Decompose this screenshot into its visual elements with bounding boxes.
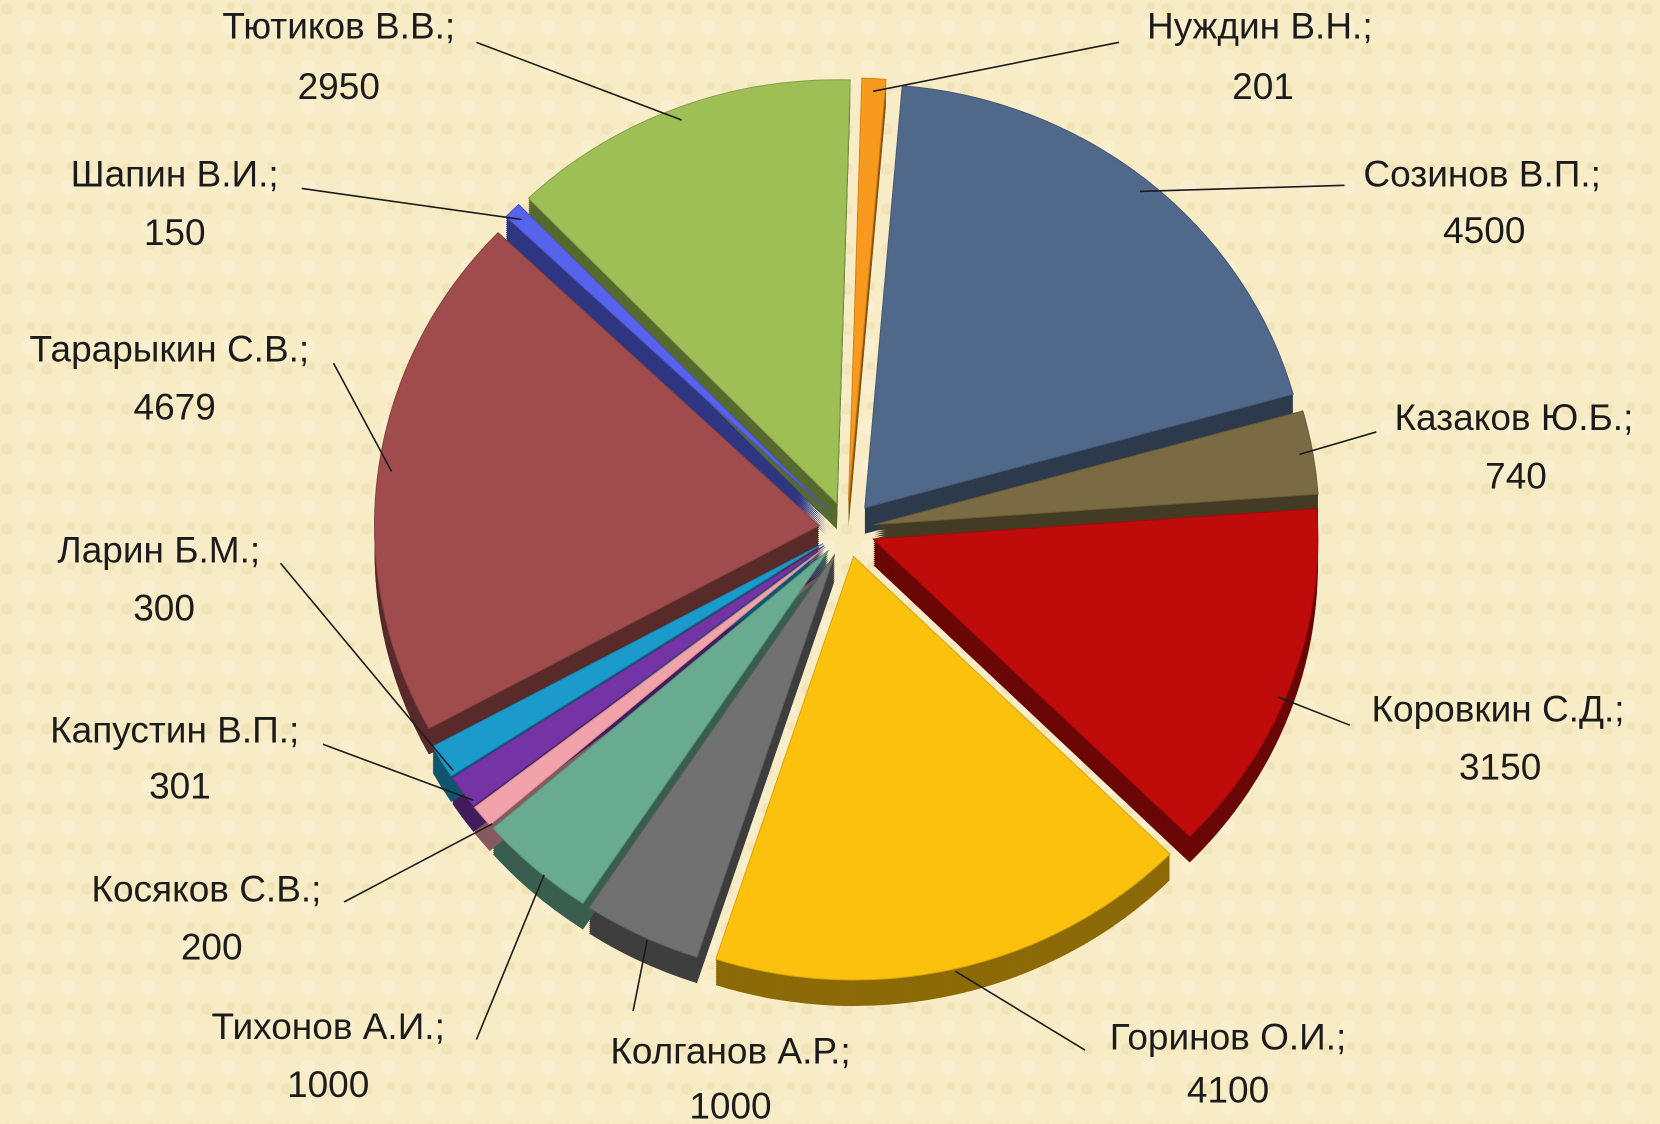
slice — [451, 545, 825, 807]
slice-side — [848, 100, 886, 524]
value-label: 2950 — [298, 66, 380, 107]
separator: ; — [435, 1006, 445, 1047]
data-label: Созинов В.П.; — [1363, 154, 1601, 195]
data-label: Горинов О.И.; — [1110, 1017, 1347, 1058]
leader-line — [301, 187, 522, 221]
value-label: 4679 — [134, 387, 216, 428]
leader-line — [332, 362, 393, 472]
data-label: Нуждин В.Н.; — [1147, 5, 1373, 46]
slice — [527, 79, 851, 505]
category-name: Тарарыкин С.В. — [30, 328, 299, 369]
separator: ; — [445, 5, 455, 46]
leader-line — [632, 939, 648, 1012]
slice — [864, 85, 1294, 509]
leader-line — [873, 41, 1120, 93]
leader-line — [476, 41, 682, 121]
separator: ; — [250, 530, 260, 571]
separator: ; — [1623, 397, 1633, 438]
separator: ; — [1336, 1017, 1346, 1058]
value-label: 301 — [149, 766, 211, 807]
separator: ; — [289, 709, 299, 750]
leader-line — [1299, 431, 1377, 456]
slice-side — [848, 88, 886, 512]
category-name: Шапин В.И. — [71, 154, 269, 195]
category-name: Колганов А.Р. — [610, 1030, 840, 1071]
category-name: Горинов О.И. — [1110, 1017, 1336, 1058]
slice-side — [848, 96, 886, 520]
leader-line — [322, 743, 474, 802]
value-label: 4100 — [1187, 1069, 1269, 1110]
separator: ; — [840, 1030, 850, 1071]
data-label: Капустин В.П.; — [50, 709, 299, 750]
category-name: Тихонов А.И. — [212, 1006, 435, 1047]
slice — [492, 550, 829, 905]
category-name: Казаков Ю.Б. — [1394, 397, 1623, 438]
slice — [874, 410, 1319, 526]
slice — [715, 555, 1171, 981]
slice — [872, 508, 1319, 838]
data-label: Тютиков В.В.; — [222, 5, 455, 46]
separator: ; — [299, 328, 309, 369]
separator: ; — [1614, 688, 1624, 729]
slice — [588, 554, 836, 958]
value-label: 1000 — [689, 1085, 771, 1124]
slice-side — [848, 86, 886, 510]
leader-line — [343, 823, 493, 903]
value-label: 1000 — [287, 1064, 369, 1105]
category-name: Капустин В.П. — [50, 709, 289, 750]
value-label: 4500 — [1443, 210, 1525, 251]
leader-line — [279, 562, 454, 772]
data-label: Коровкин С.Д.; — [1371, 688, 1624, 729]
slice-side — [848, 104, 886, 528]
data-label: Колганов А.Р.; — [610, 1030, 850, 1071]
slice — [848, 77, 887, 502]
category-name: Ларин Б.М. — [57, 530, 249, 571]
value-label: 150 — [144, 212, 206, 253]
data-label: Косяков С.В.; — [91, 868, 321, 909]
category-name: Тютиков В.В. — [222, 5, 445, 46]
slice-tops — [374, 77, 1319, 981]
data-label: Казаков Ю.Б.; — [1394, 397, 1633, 438]
data-label: Тарарыкин С.В.; — [30, 328, 310, 369]
separator: ; — [311, 868, 321, 909]
data-label: Шапин В.И.; — [71, 154, 279, 195]
slice-side — [848, 92, 886, 516]
category-name: Созинов В.П. — [1363, 154, 1590, 195]
data-label: Тихонов А.И.; — [212, 1006, 445, 1047]
data-label: Ларин Б.М.; — [57, 530, 260, 571]
slice-side — [848, 102, 886, 526]
value-label: 3150 — [1459, 747, 1541, 788]
category-name: Коровкин С.Д. — [1371, 688, 1614, 729]
slice — [374, 232, 821, 730]
value-label: 300 — [133, 588, 195, 629]
slice-side — [848, 98, 886, 522]
leader-line — [1277, 696, 1351, 726]
leader-line — [475, 874, 545, 1040]
labels: Нуждин В.Н.; 201 Созинов В.П.; 4500 Казаков … — [30, 5, 1634, 1124]
value-label: 200 — [181, 927, 243, 968]
separator: ; — [268, 154, 278, 195]
leader-line — [1139, 184, 1345, 193]
slice-side — [848, 90, 886, 514]
category-name: Нуждин В.Н. — [1147, 5, 1362, 46]
separator: ; — [1362, 5, 1372, 46]
separator: ; — [1591, 154, 1601, 195]
leader-line — [955, 970, 1086, 1051]
slice-side — [848, 94, 886, 518]
value-label: 201 — [1232, 66, 1294, 107]
value-label: 740 — [1485, 455, 1547, 496]
category-name: Косяков С.В. — [91, 868, 311, 909]
